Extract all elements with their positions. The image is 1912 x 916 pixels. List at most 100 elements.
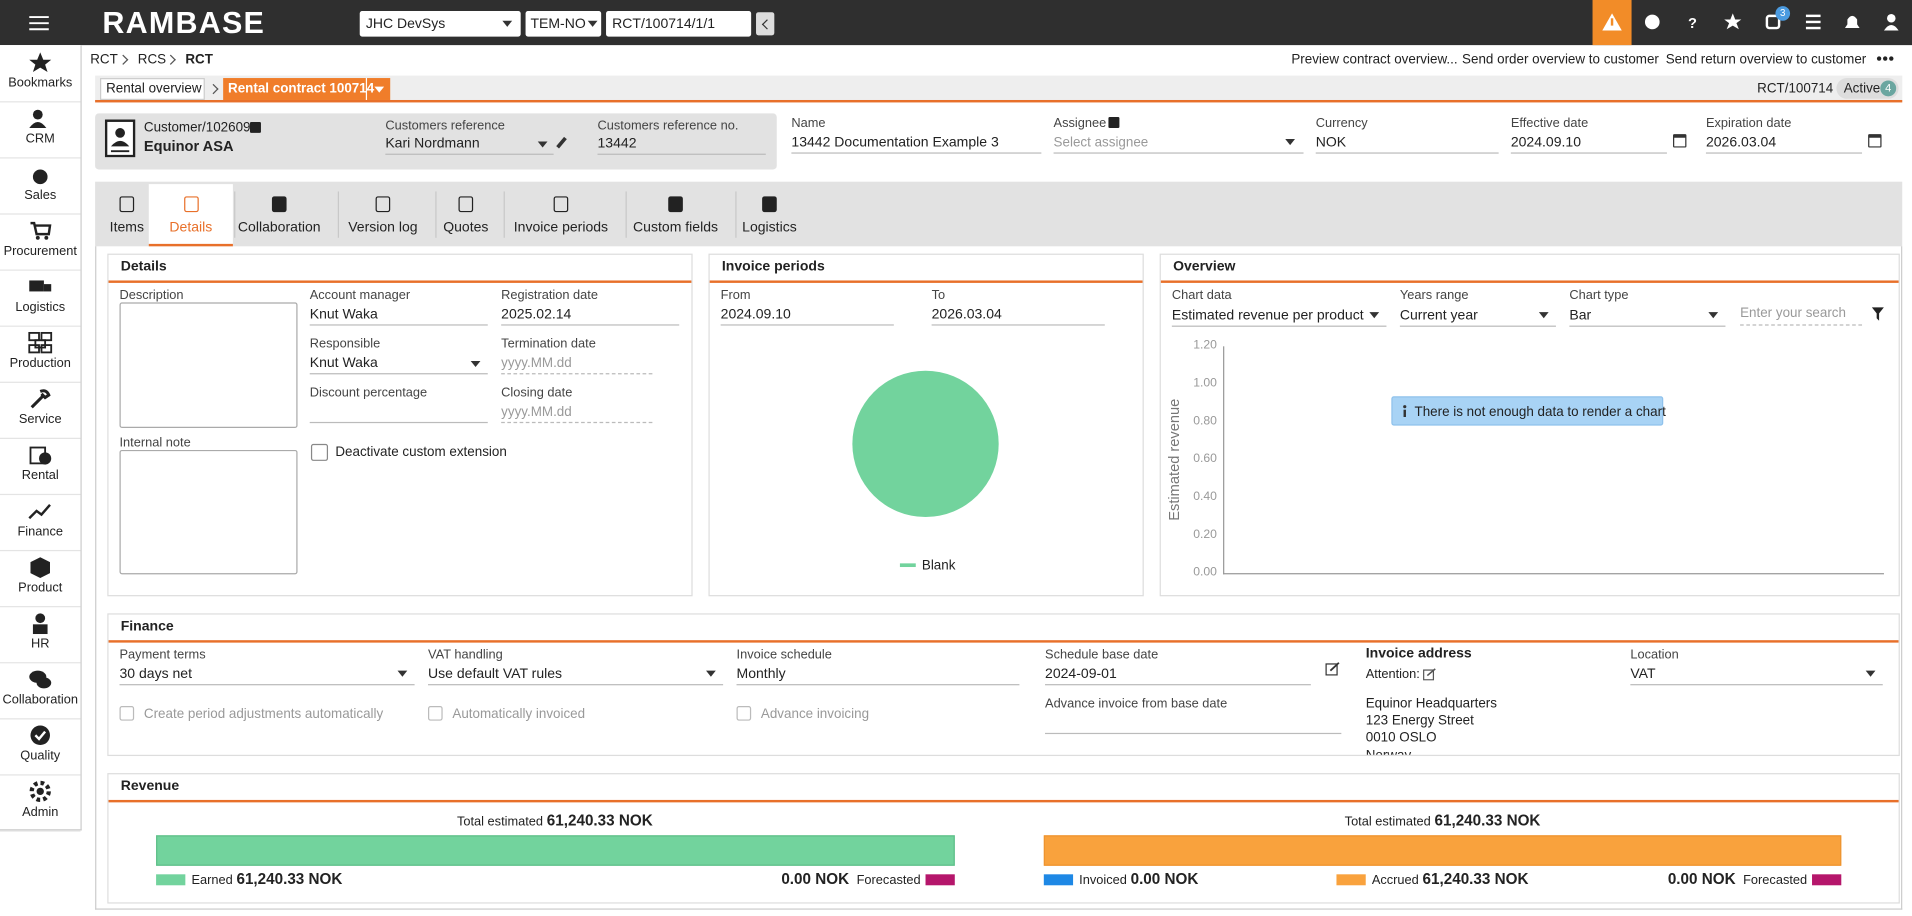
tab[interactable]: Invoice periods [498,184,625,246]
sidebar-item[interactable]: Logistics [0,271,81,327]
toolbar-icon[interactable] [1883,14,1899,31]
field-value[interactable]: 2025.02.14 [501,307,572,322]
field-value[interactable]: NOK [1315,135,1347,150]
field-value[interactable]: 2024.09.10 [1510,135,1582,150]
breadcrumb[interactable]: RCT [90,52,118,68]
tab[interactable]: Custom fields [617,184,734,246]
description-textarea[interactable] [119,302,298,429]
note-textarea[interactable] [119,449,298,575]
field-label: Advance invoice from base date [1045,696,1228,711]
underline[interactable] [1045,732,1342,735]
sidebar-item[interactable]: Sales [0,159,81,215]
sidebar-item[interactable]: Production [0,327,81,383]
action-link[interactable]: Send return overview to customer [1665,52,1867,68]
tab[interactable]: Version log [332,184,434,246]
checkbox[interactable] [310,443,329,461]
sidebar-item[interactable]: CRM [0,102,81,159]
more-button[interactable] [1875,54,1895,64]
field-value[interactable]: Kari Nordmann [385,136,480,152]
field-value[interactable]: VAT [1630,667,1656,682]
calendar-button[interactable] [1868,134,1882,148]
toolbar-icon[interactable] [1805,14,1821,30]
placeholder[interactable]: yyyy.MM.dd [501,356,572,371]
sidebar-item[interactable]: Procurement [0,215,81,271]
search-input[interactable]: Enter your search [1740,306,1846,321]
menu-button[interactable] [27,13,51,33]
sidebar-item[interactable]: HR [0,607,81,664]
toolbar-icon[interactable] [1844,15,1860,29]
sidebar-item[interactable]: Collaboration [0,663,81,720]
toolbar-icon[interactable] [1644,14,1660,30]
field-value[interactable]: Bar [1569,308,1592,324]
field-value[interactable]: Estimated revenue per product [1171,308,1364,324]
toolbar-icon[interactable]: ? [1688,16,1697,32]
back-button[interactable] [756,12,775,36]
tab-divider [234,191,236,238]
calendar-button[interactable] [1673,134,1687,148]
field-value[interactable]: 2024-09-01 [1045,667,1117,682]
toolbar-icon[interactable] [1724,13,1742,30]
edit-button[interactable] [1325,662,1340,676]
customer-link[interactable]: Customer/102609 [143,120,251,136]
nav-tab-label: Rental overview [106,81,202,97]
checkbox-label: Advance invoicing [760,707,870,722]
warning-button[interactable] [1592,0,1632,46]
sidebar-item[interactable]: Bookmarks [0,46,81,103]
legend-label: Invoiced [1079,873,1127,888]
checkbox[interactable] [736,706,752,721]
sidebar-item[interactable]: Finance [0,495,81,552]
field-value[interactable]: Knut Waka [309,307,378,322]
sidebar-item[interactable]: Rental [0,439,81,496]
nav-tab[interactable] [99,78,205,100]
panel-title: Revenue [120,779,180,794]
shape [40,344,53,354]
checkbox[interactable] [119,706,135,721]
document-input[interactable] [606,10,752,37]
tab[interactable]: Quotes [429,184,502,246]
legend-swatch [899,563,916,568]
filter-button[interactable] [1871,307,1884,321]
checkbox[interactable] [428,706,443,721]
sidebar-item[interactable]: Product [0,551,81,608]
legend-swatch [1043,874,1074,886]
nav-tab[interactable] [223,78,391,100]
field-value[interactable]: 13442 Documentation Example 3 [791,135,999,150]
field-value[interactable]: 2026.03.04 [931,307,1002,322]
field-value[interactable]: Knut Waka [309,356,378,371]
checkbox-label: Automatically invoiced [452,707,586,722]
edit-button[interactable] [1423,668,1436,681]
legend-swatch [1336,874,1366,886]
field-value[interactable]: 30 days net [119,667,193,682]
shape [28,344,40,354]
placeholder[interactable]: yyyy.MM.dd [501,404,572,420]
dropdown-arrow [1369,312,1380,319]
tab[interactable]: Items [102,184,151,246]
tab[interactable]: Collaboration [222,184,337,246]
toolbar-icon[interactable] [1765,14,1781,30]
breadcrumb: RCT [185,52,213,68]
action-link[interactable]: Send order overview to customer [1462,52,1659,68]
field-value[interactable]: 13442 [597,136,637,152]
sidebar-icon [29,280,52,292]
underline[interactable] [309,421,488,424]
field-value[interactable]: 2026.03.04 [1705,135,1777,150]
icon [1844,15,1860,29]
company-select[interactable] [359,10,521,37]
tab[interactable]: Details [148,184,233,247]
element [852,370,999,518]
icon [1883,24,1899,31]
tab[interactable]: Logistics [727,184,812,246]
field-value[interactable]: Current year [1399,308,1478,324]
field-label: Invoice schedule [736,647,832,663]
sidebar-item[interactable]: Admin [0,776,81,832]
sidebar-item[interactable]: Quality [0,719,81,776]
field-value[interactable]: Use default VAT rules [428,667,563,682]
breadcrumb[interactable]: RCS [137,52,167,68]
field-value[interactable]: Monthly [736,667,786,682]
message: There is not enough data to render a cha… [1414,404,1666,420]
action-link[interactable]: Preview contract overview... [1291,52,1458,68]
sidebar-item[interactable]: Service [0,383,81,439]
field-value[interactable]: Select assignee [1053,135,1149,150]
field-value[interactable]: 2024.09.10 [720,307,791,322]
